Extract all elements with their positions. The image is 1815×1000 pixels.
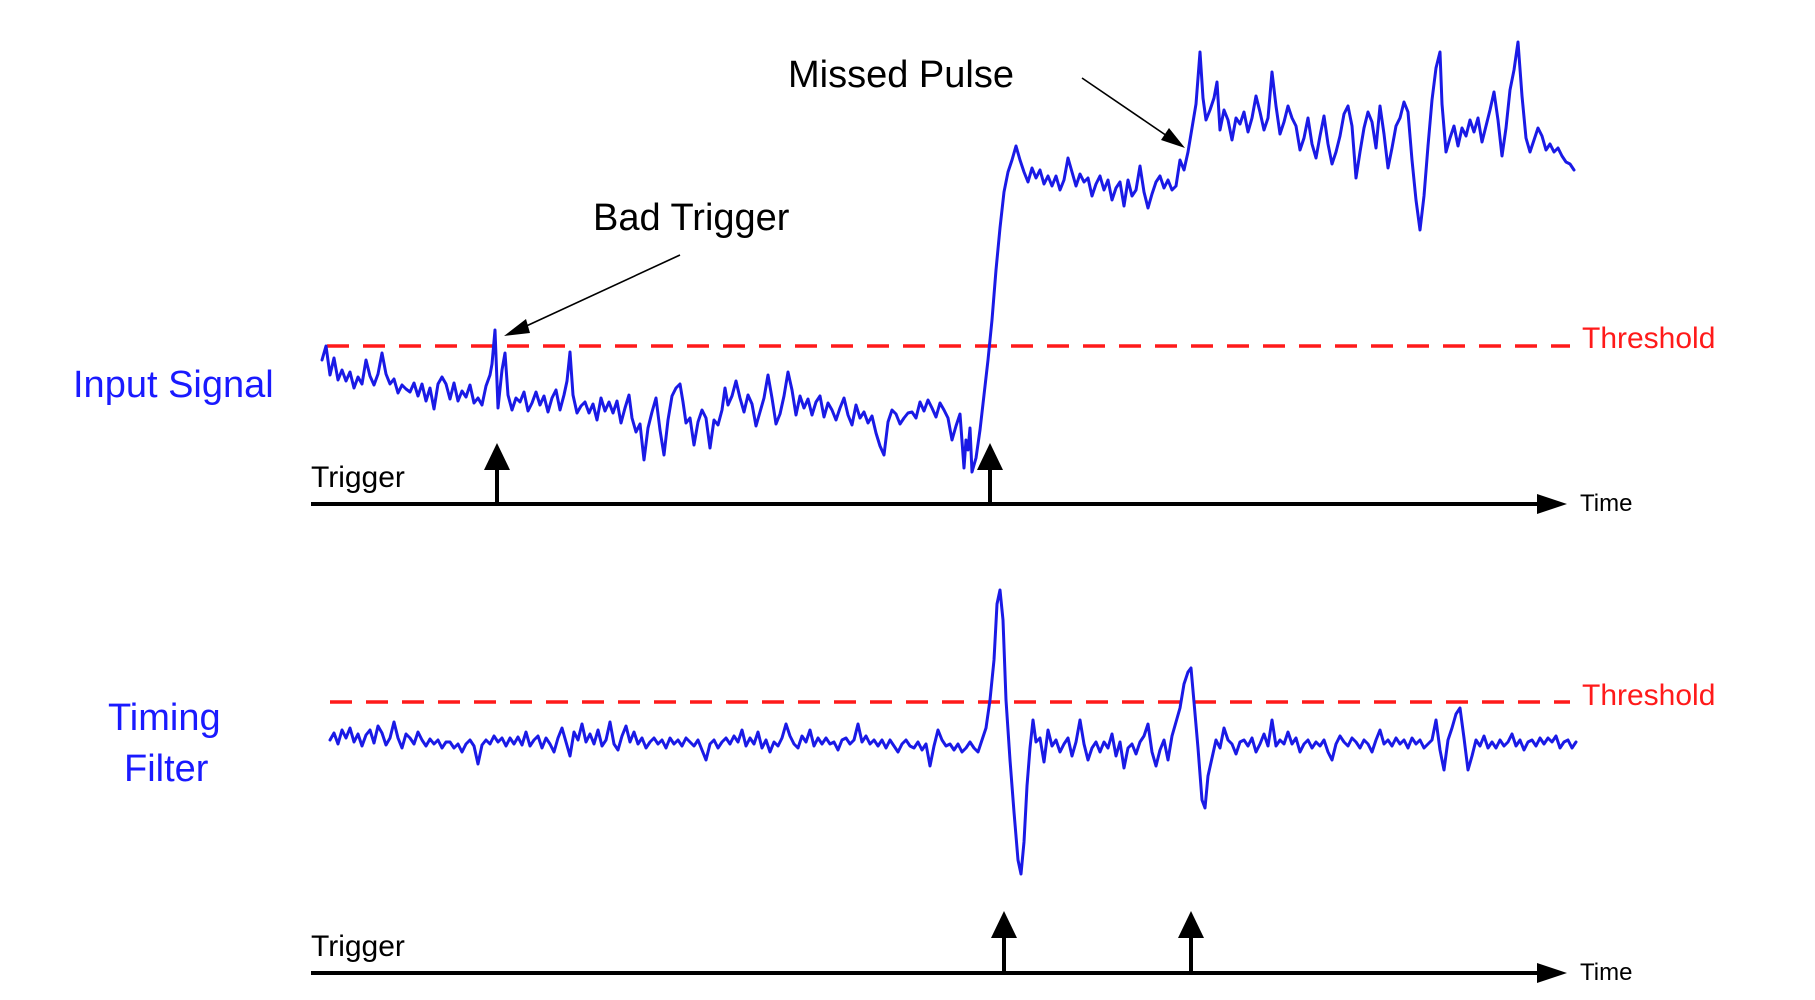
input-signal-wave bbox=[320, 40, 1576, 474]
trigger-arrow-missed-pulse bbox=[1178, 911, 1204, 973]
time-axis-top-arrowhead bbox=[1537, 494, 1567, 514]
timing-filter-wave bbox=[328, 588, 1578, 876]
trigger-label-top: Trigger bbox=[311, 461, 405, 494]
trigger-arrow-pulse-bottom bbox=[991, 911, 1017, 973]
threshold-label-top: Threshold bbox=[1582, 322, 1715, 355]
missed-pulse-pointer bbox=[1081, 77, 1185, 148]
missed-pulse-annotation: Missed Pulse bbox=[788, 54, 1014, 96]
time-label-top: Time bbox=[1580, 490, 1632, 517]
time-label-bottom: Time bbox=[1580, 959, 1632, 986]
trigger-arrow-pulse-top bbox=[977, 443, 1003, 504]
bad-trigger-annotation: Bad Trigger bbox=[593, 197, 790, 239]
timing-filter-label-line2: Filter bbox=[124, 748, 209, 790]
input-signal-label: Input Signal bbox=[73, 364, 274, 406]
trigger-label-bottom: Trigger bbox=[311, 930, 405, 963]
bad-trigger-pointer bbox=[504, 254, 681, 336]
threshold-label-bottom: Threshold bbox=[1582, 679, 1715, 712]
timing-filter-label-line1: Timing bbox=[108, 697, 221, 739]
trigger-arrow-bad bbox=[484, 443, 510, 504]
time-axis-bottom-arrowhead bbox=[1537, 963, 1567, 983]
